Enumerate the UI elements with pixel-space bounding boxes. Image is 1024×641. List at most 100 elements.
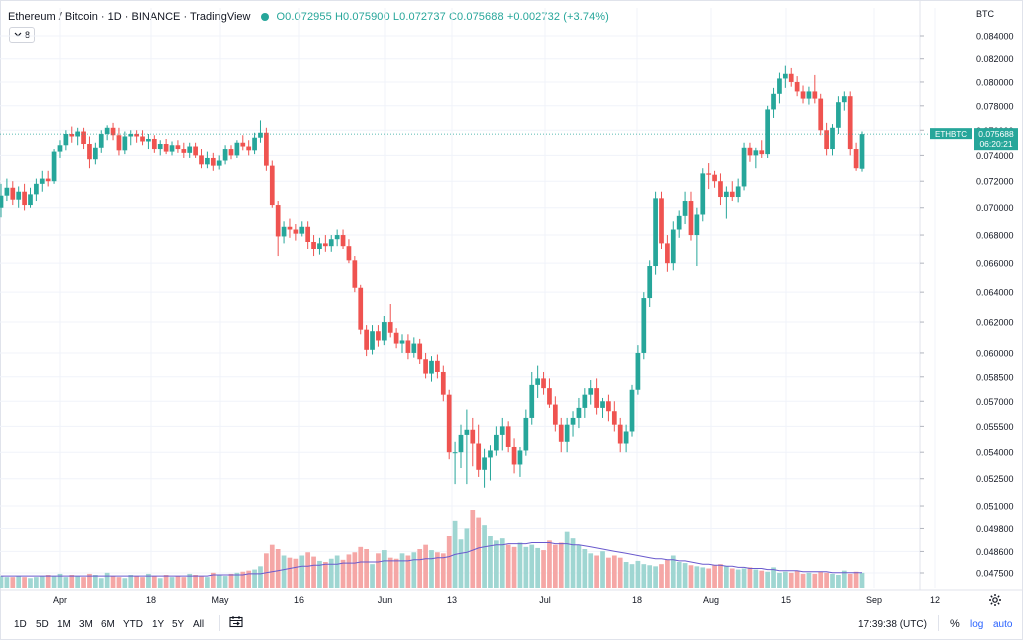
candle-body <box>187 146 193 153</box>
volume-bar <box>34 577 39 588</box>
candle-body <box>606 401 611 412</box>
y-tick-label-3: 0.078000 <box>976 101 1014 111</box>
change-value: +0.002732 (+3.74%) <box>506 11 609 23</box>
candle-body <box>523 417 529 451</box>
candle-body <box>859 134 865 169</box>
volume-bar <box>4 577 10 588</box>
candle-body <box>0 195 4 208</box>
ticker-tag-label: ETHBTC <box>935 130 967 139</box>
last-price-label: 0.075688 <box>978 129 1014 139</box>
volume-bar <box>305 552 311 588</box>
candle-body <box>552 404 558 425</box>
timeframe-ytd-button[interactable]: YTD <box>123 619 143 630</box>
candle-body <box>140 136 145 142</box>
timeframe-6m-button[interactable]: 6M <box>101 619 115 630</box>
candle-body <box>305 226 311 242</box>
volume-bar <box>718 564 723 588</box>
candle-body <box>246 146 252 151</box>
volume-bar <box>735 569 741 588</box>
candle-body <box>741 147 747 187</box>
timeframe-1y-button[interactable]: 1Y <box>152 619 165 630</box>
volume-bar <box>299 555 305 588</box>
y-tick-label-14: 0.057000 <box>976 397 1014 407</box>
candle-body <box>694 214 700 236</box>
candle-body <box>334 235 340 240</box>
candle-body <box>157 144 163 150</box>
candle-body <box>28 194 33 206</box>
y-tick-label-12: 0.060000 <box>976 348 1014 358</box>
volume-bar <box>729 568 735 588</box>
y-tick-label-1: 0.082000 <box>976 54 1014 64</box>
volume-bar <box>635 560 641 588</box>
volume-bar <box>488 536 493 588</box>
candle-body <box>417 343 423 360</box>
timeframe-5d-button[interactable]: 5D <box>36 619 49 630</box>
volume-bar <box>287 557 293 588</box>
candle-body <box>340 235 346 247</box>
volume-bar <box>146 573 151 588</box>
y-tick-label-16: 0.054000 <box>976 448 1014 458</box>
volume-bar <box>706 568 712 588</box>
timeframe-1d-button[interactable]: 1D <box>14 619 27 630</box>
y-tick-label-8: 0.068000 <box>976 231 1014 241</box>
ticker-tag <box>930 128 972 140</box>
volume-bar <box>258 566 263 588</box>
gear-icon[interactable] <box>988 593 1002 607</box>
candle-body <box>582 394 588 408</box>
candle-body <box>234 142 240 156</box>
candle-body <box>134 134 139 137</box>
volume-bar <box>275 549 281 588</box>
volume-bar <box>440 553 446 588</box>
candle-body <box>264 132 269 166</box>
volume-bar <box>98 578 104 588</box>
volume-bar <box>676 562 682 588</box>
volume-bar <box>16 576 22 588</box>
percent-scale-button[interactable]: % <box>950 618 960 630</box>
candle-body <box>564 424 570 442</box>
currency-label[interactable]: BTC <box>976 9 994 19</box>
candle-body <box>470 429 476 444</box>
candle-body <box>853 149 859 169</box>
volume-bar <box>69 575 75 588</box>
x-tick-label-4: Jun <box>378 595 393 605</box>
volume-bar <box>381 550 387 588</box>
candle-body <box>287 226 293 230</box>
volume-bar <box>364 549 369 588</box>
timeframe-3m-button[interactable]: 3M <box>79 619 93 630</box>
volume-bar <box>700 567 706 588</box>
volume-bar <box>128 575 134 588</box>
candle-body <box>193 146 198 156</box>
volume-bar <box>505 544 511 588</box>
timeframe-5y-button[interactable]: 5Y <box>172 619 185 630</box>
y-tick-label-11: 0.062000 <box>976 318 1014 328</box>
x-tick-label-9: 15 <box>781 595 791 605</box>
candle-body <box>647 266 653 299</box>
candle-body <box>311 241 316 250</box>
candle-body <box>653 198 658 267</box>
candle-body <box>405 340 411 353</box>
volume-bar <box>694 566 700 588</box>
candle-body <box>576 407 582 418</box>
auto-scale-button[interactable]: auto <box>993 619 1013 630</box>
candle-body <box>547 388 552 405</box>
candle-body <box>146 138 151 142</box>
volume-bar <box>22 577 27 588</box>
volume-bar <box>847 573 853 588</box>
volume-bar <box>759 570 765 588</box>
volume-bar <box>399 553 405 588</box>
date-range-icon[interactable] <box>229 616 243 628</box>
y-tick-label-5: 0.074000 <box>976 151 1014 161</box>
symbol-title[interactable]: Ethereum / Bitcoin · 1D · BINANCE · Trad… <box>8 11 251 23</box>
candle-body <box>812 91 818 99</box>
log-scale-button[interactable]: log <box>970 619 984 630</box>
timeframe-all-button[interactable]: All <box>193 619 205 630</box>
high-value: 0.075900 <box>343 11 390 23</box>
x-tick-label-0: Apr <box>53 595 67 605</box>
y-tick-label-13: 0.058500 <box>976 372 1014 382</box>
candle-body <box>488 450 493 458</box>
utc-clock[interactable]: 17:39:38 (UTC) <box>858 619 927 630</box>
volume-bar <box>210 572 216 588</box>
timeframe-1m-button[interactable]: 1M <box>57 619 71 630</box>
volume-bar <box>10 577 16 588</box>
